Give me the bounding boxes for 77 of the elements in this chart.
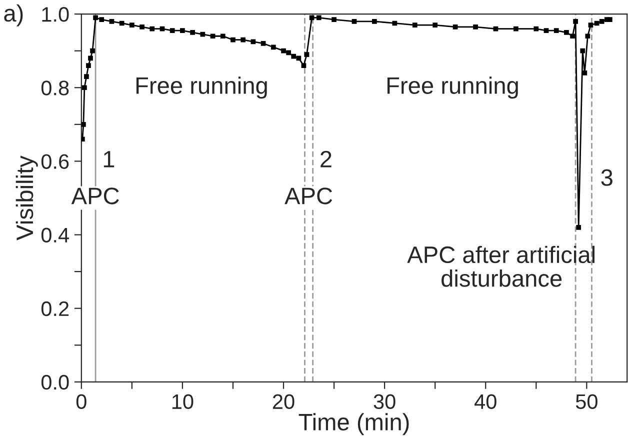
- y-tick-label: 0.8: [41, 80, 69, 96]
- point: [296, 56, 302, 61]
- point: [90, 48, 95, 54]
- point: [570, 34, 575, 39]
- annotation: 1: [104, 151, 114, 168]
- annotation: APC: [71, 188, 119, 204]
- point: [473, 24, 478, 30]
- point: [352, 18, 357, 24]
- x-axis-title: Time (min): [298, 413, 409, 436]
- point: [220, 34, 226, 39]
- point: [564, 30, 569, 35]
- point: [582, 70, 588, 76]
- y-tick-label: 1.0: [42, 7, 69, 22]
- point: [514, 26, 518, 32]
- x-tick-label: 40: [474, 394, 496, 410]
- point: [286, 50, 291, 56]
- x-tick-label: 30: [374, 394, 396, 410]
- point: [88, 56, 93, 61]
- point: [270, 44, 276, 50]
- point: [250, 39, 256, 44]
- point: [332, 17, 336, 22]
- point: [210, 34, 216, 39]
- point: [576, 224, 582, 230]
- point: [86, 63, 91, 68]
- annotation: APC after artificial disturbance: [407, 246, 594, 287]
- point: [93, 15, 98, 20]
- point: [588, 22, 594, 28]
- point: [150, 26, 155, 32]
- point: [240, 37, 246, 42]
- y-tick-label: 0.0: [41, 374, 69, 390]
- point: [316, 15, 322, 20]
- point: [281, 48, 286, 54]
- y-tick-label: 0.6: [41, 154, 69, 169]
- point: [190, 30, 195, 35]
- point: [109, 18, 114, 24]
- y-tick-label: 0.2: [41, 301, 69, 316]
- annotation: 3: [601, 169, 612, 186]
- point: [585, 34, 590, 39]
- point: [82, 85, 87, 90]
- point: [432, 22, 438, 28]
- point: [291, 54, 296, 59]
- point: [573, 18, 578, 24]
- point: [392, 20, 398, 26]
- point: [84, 74, 89, 80]
- point: [372, 18, 377, 24]
- x-tick-label: 10: [172, 394, 194, 410]
- point: [140, 24, 144, 30]
- point: [599, 18, 604, 24]
- x-tick-label: 50: [576, 394, 598, 410]
- annotation: 2: [320, 150, 332, 168]
- point: [119, 20, 124, 26]
- text: a): [4, 4, 23, 26]
- point: [81, 122, 86, 127]
- point: [130, 22, 134, 28]
- point: [170, 28, 175, 34]
- point: [180, 28, 185, 34]
- point: [230, 37, 236, 42]
- point: [200, 32, 206, 37]
- point: [99, 17, 104, 22]
- annotation: Free running: [387, 76, 518, 99]
- point: [607, 17, 612, 22]
- point: [412, 22, 418, 28]
- point: [452, 24, 458, 30]
- x-tick-label: 20: [272, 394, 294, 410]
- point: [301, 63, 306, 68]
- x-tick-label: 0: [76, 394, 86, 410]
- point: [580, 48, 586, 54]
- point: [81, 136, 85, 142]
- point: [534, 26, 539, 32]
- y-tick-label: 0.4: [41, 228, 69, 243]
- point: [554, 28, 559, 34]
- annotation: Free running: [136, 76, 267, 99]
- y-axis-title: Visibility: [16, 156, 38, 240]
- point: [544, 28, 549, 34]
- point: [260, 41, 266, 46]
- point: [304, 52, 310, 57]
- annotation: APC: [284, 188, 332, 204]
